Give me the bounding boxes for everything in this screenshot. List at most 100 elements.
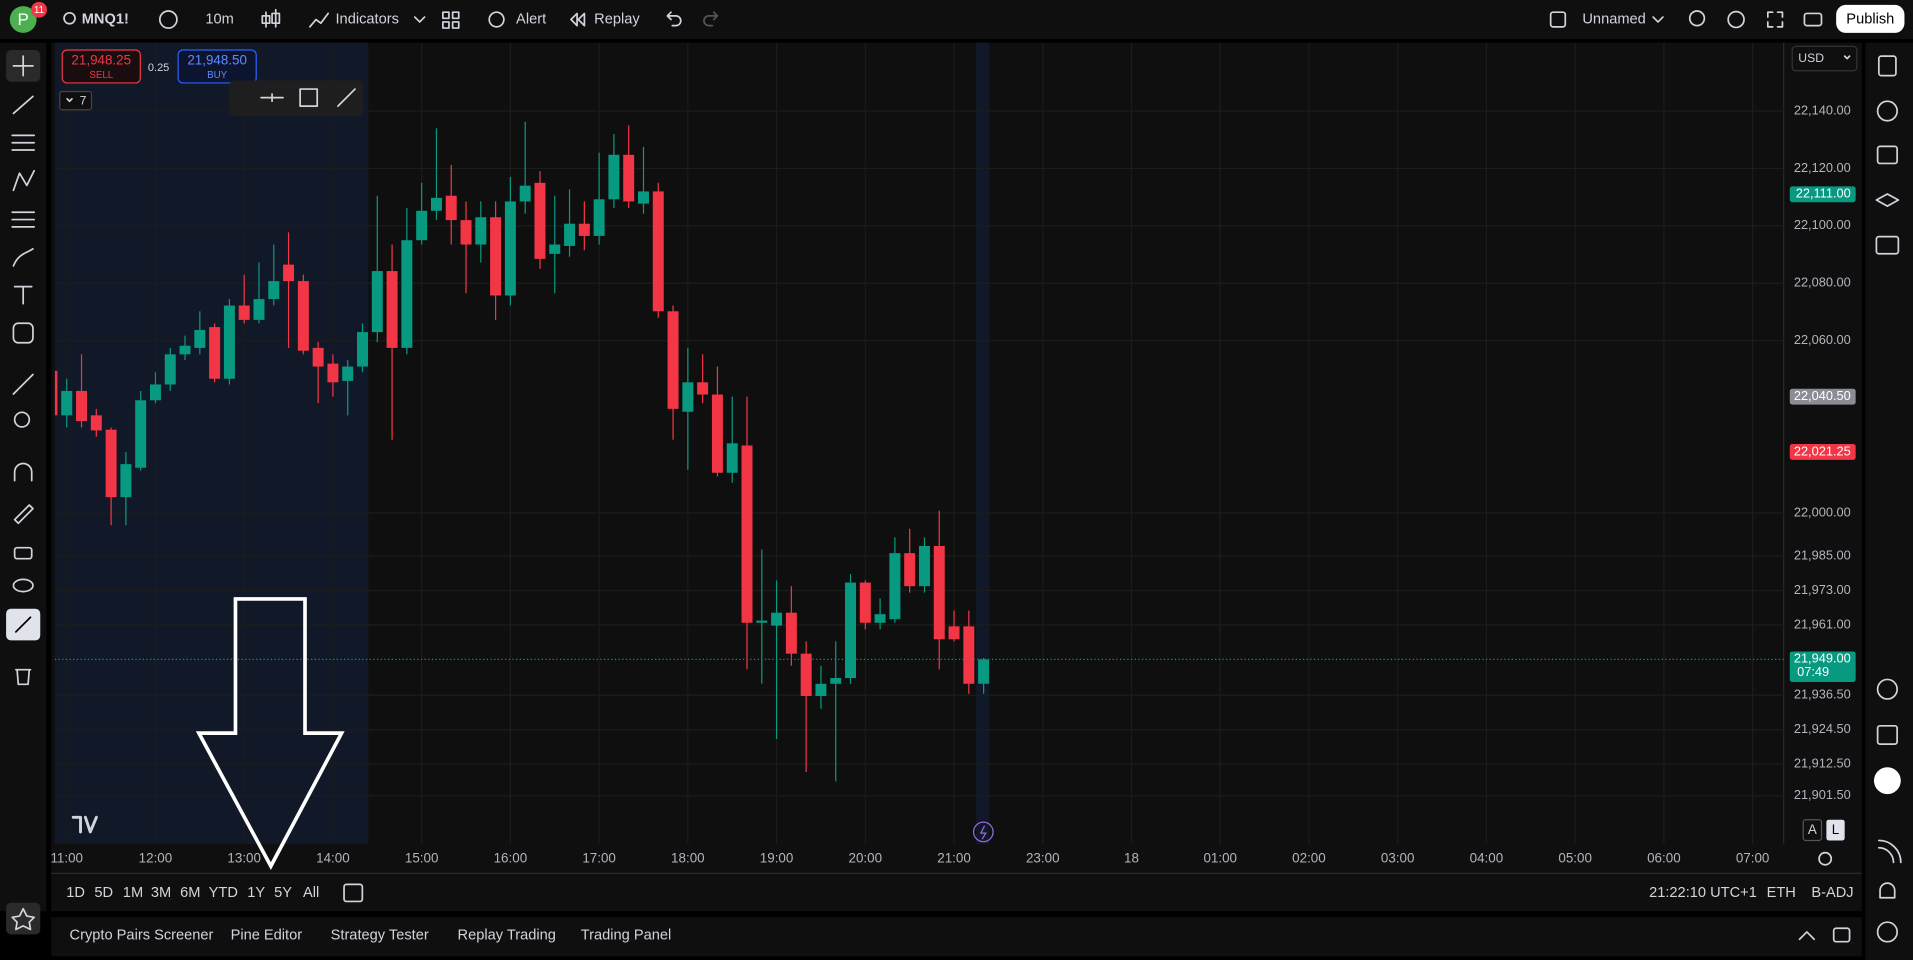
- clock[interactable]: 21:22:10 UTC+1: [1649, 885, 1757, 901]
- buy-price[interactable]: 21,948.50: [187, 53, 247, 68]
- watchlist[interactable]: [1877, 55, 1897, 77]
- replay-icon[interactable]: [570, 12, 586, 27]
- range-button[interactable]: YTD: [209, 885, 238, 901]
- y-tick-label: 21,985.00: [1794, 547, 1851, 562]
- projection-tool[interactable]: [11, 211, 36, 228]
- axis-settings[interactable]: [1818, 851, 1833, 866]
- line-tool[interactable]: [337, 88, 356, 107]
- apps[interactable]: [1873, 767, 1901, 795]
- text-tool[interactable]: [13, 285, 33, 305]
- log-scale-label[interactable]: L: [1832, 822, 1840, 837]
- zoom-tool[interactable]: [13, 411, 31, 428]
- chevron[interactable]: [1843, 55, 1851, 60]
- fib-tool[interactable]: [11, 134, 36, 151]
- sell-label[interactable]: SELL: [89, 70, 113, 81]
- maximize-panel[interactable]: [1832, 927, 1851, 943]
- sell-price[interactable]: 21,948.25: [71, 53, 131, 68]
- panel-tab[interactable]: Strategy Tester: [331, 927, 429, 943]
- pattern-tool[interactable]: [12, 169, 36, 192]
- session[interactable]: ETH: [1767, 885, 1796, 901]
- link-tool[interactable]: [15, 616, 32, 633]
- chevron[interactable]: [1652, 16, 1664, 23]
- date-range[interactable]: [343, 883, 364, 903]
- quantity[interactable]: 7: [80, 93, 87, 107]
- notifications[interactable]: [1879, 882, 1896, 899]
- icon-tool[interactable]: [12, 322, 34, 344]
- undo[interactable]: [666, 11, 682, 27]
- chevron[interactable]: [66, 97, 73, 103]
- range-button[interactable]: 1Y: [247, 885, 265, 901]
- symbol[interactable]: MNQ1!: [82, 11, 129, 27]
- adjustment[interactable]: B-ADJ: [1811, 885, 1853, 901]
- quantity-box[interactable]: [59, 90, 93, 111]
- indicators-icon[interactable]: [309, 12, 330, 28]
- delete-tool[interactable]: [15, 668, 32, 686]
- range-button[interactable]: 5Y: [274, 885, 292, 901]
- range-button[interactable]: 3M: [151, 885, 171, 901]
- chevron[interactable]: [413, 16, 426, 23]
- panel-tab[interactable]: Trading Panel: [581, 927, 672, 943]
- auto-scale[interactable]: [1802, 819, 1823, 842]
- search-icon[interactable]: [63, 11, 76, 25]
- event-marker[interactable]: [972, 821, 994, 843]
- replay[interactable]: Replay: [594, 11, 640, 27]
- sell-button[interactable]: [61, 49, 141, 84]
- shape-style[interactable]: [299, 88, 319, 107]
- log-scale[interactable]: [1826, 819, 1845, 841]
- trading[interactable]: [1876, 678, 1898, 700]
- collapse-panel[interactable]: [1798, 931, 1816, 941]
- range-button[interactable]: 5D: [94, 885, 113, 901]
- panel-tab[interactable]: Pine Editor: [231, 927, 303, 943]
- calendar[interactable]: [1876, 724, 1898, 745]
- chart-type[interactable]: [261, 8, 281, 28]
- chat[interactable]: [1875, 235, 1900, 255]
- interval[interactable]: 10m: [205, 11, 233, 27]
- measure-tool[interactable]: [12, 373, 34, 395]
- candle-body: [785, 612, 797, 654]
- range-button[interactable]: 1M: [123, 885, 143, 901]
- favorites[interactable]: [11, 907, 36, 931]
- hide-tool[interactable]: [12, 578, 34, 593]
- redo[interactable]: [703, 11, 719, 27]
- help[interactable]: [1876, 921, 1898, 943]
- candle-body: [357, 332, 368, 367]
- lock-tool[interactable]: [13, 546, 33, 560]
- crosshair-tool[interactable]: [12, 55, 34, 77]
- layout-name[interactable]: Unnamed: [1582, 11, 1645, 27]
- avatar[interactable]: [9, 6, 37, 33]
- range-button[interactable]: 1D: [66, 885, 85, 901]
- publish-label[interactable]: Publish: [1846, 11, 1894, 27]
- buy-label[interactable]: BUY: [207, 70, 228, 81]
- panel-tab[interactable]: Crypto Pairs Screener: [70, 927, 214, 943]
- line-style[interactable]: [260, 93, 284, 103]
- candle-body: [297, 281, 309, 351]
- alerts-panel[interactable]: [1876, 100, 1898, 122]
- fullscreen[interactable]: [1766, 11, 1784, 28]
- snapshot[interactable]: [1803, 12, 1823, 27]
- trendline-tool[interactable]: [12, 95, 34, 115]
- templates[interactable]: [442, 11, 460, 29]
- range-button[interactable]: 6M: [180, 885, 200, 901]
- quick-search[interactable]: [1688, 10, 1706, 27]
- layout-icon[interactable]: [1549, 11, 1567, 28]
- settings[interactable]: [1727, 10, 1745, 29]
- add-symbol[interactable]: [158, 10, 178, 29]
- news[interactable]: [1876, 145, 1898, 165]
- range-button[interactable]: All: [303, 885, 319, 901]
- publish-button[interactable]: [1836, 4, 1905, 33]
- panel-tab[interactable]: Replay Trading: [458, 927, 556, 943]
- alert-icon[interactable]: [488, 11, 505, 28]
- brush-tool[interactable]: [12, 247, 34, 267]
- auto-scale-label[interactable]: A: [1808, 822, 1817, 837]
- streams[interactable]: [1877, 839, 1902, 864]
- layers[interactable]: [1875, 193, 1900, 208]
- currency[interactable]: USD: [1798, 51, 1824, 65]
- magnet-tool[interactable]: [13, 462, 33, 482]
- alert[interactable]: Alert: [516, 11, 546, 27]
- candle-body: [623, 154, 635, 202]
- currency-select[interactable]: [1791, 45, 1858, 72]
- drawing-mode[interactable]: [13, 504, 34, 525]
- candle-body: [519, 185, 531, 202]
- indicators[interactable]: Indicators: [336, 11, 399, 27]
- buy-button[interactable]: [177, 49, 257, 84]
